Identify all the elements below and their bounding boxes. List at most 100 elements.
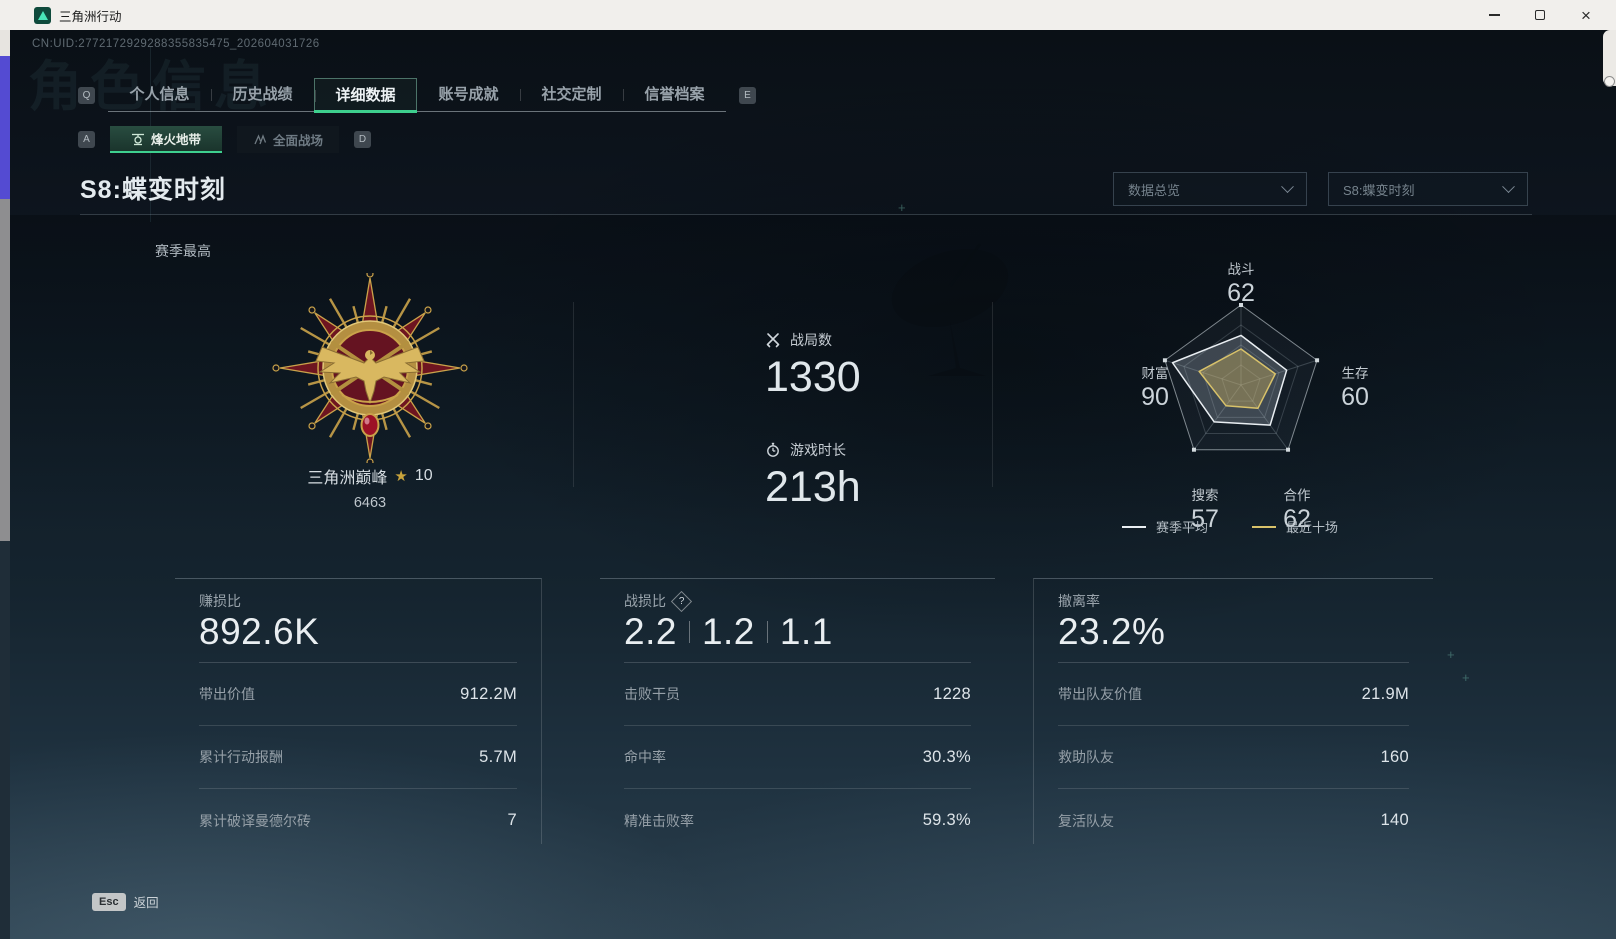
battles-label: 战局数: [790, 332, 832, 348]
table-row: 救助队友 160: [1058, 726, 1409, 789]
season-best-label: 赛季最高: [155, 243, 211, 259]
mode-tab-bar: A 烽火地带 全面战场 D: [78, 126, 371, 153]
legend-line-icon: [1252, 525, 1276, 528]
divider-line: [80, 214, 1532, 215]
help-icon[interactable]: ?: [670, 590, 693, 612]
background-window-edge: [0, 30, 10, 939]
divider-line: [1058, 662, 1409, 663]
hotkey-a-badge: A: [78, 131, 95, 148]
card-main-value: 892.6K: [199, 611, 320, 652]
hotkey-e-badge: E: [739, 86, 756, 104]
table-row: 命中率 30.3%: [624, 726, 971, 789]
table-row: 带出队友价值 21.9M: [1058, 663, 1409, 726]
plus-decoration: +: [1447, 647, 1455, 662]
data-overview-dropdown[interactable]: 数据总览: [1113, 172, 1307, 206]
playtime-value: 213h: [765, 463, 861, 511]
battlefield-icon: [254, 133, 267, 144]
radar-axis-combat: 战斗 62: [1227, 262, 1255, 307]
rank-star-icon: ★: [394, 468, 408, 485]
section-divider: [992, 302, 993, 487]
stopwatch-icon: [767, 442, 779, 457]
season-title: S8:蝶变时刻: [80, 176, 226, 204]
subtab-label: 全面战场: [272, 134, 323, 148]
table-row: 累计行动报酬 5.7M: [199, 726, 517, 789]
table-row: 精准击败率 59.3%: [624, 811, 971, 829]
player-uid: CN:UID:2772172929288355835475_2026040317…: [32, 38, 320, 50]
radar-axis-search: 搜索 57: [1191, 488, 1219, 533]
medal-name: 三角洲巅峰: [307, 470, 388, 487]
legend-season-average: 赛季平均: [1121, 517, 1208, 536]
maximize-icon: [1535, 10, 1545, 20]
background-window-button: [1604, 76, 1615, 87]
profit-loss-card: 赚损比 892.6K 带出价值 912.2M 累计行动报酬 5.7M 累计破译曼…: [175, 578, 542, 844]
card-title-row: 战损比 ?: [624, 590, 971, 612]
hotkey-q-badge: Q: [78, 86, 95, 104]
window-title: 三角洲行动: [59, 9, 122, 24]
window-controls: ×: [1480, 0, 1600, 30]
section-divider: [573, 302, 574, 487]
card-title: 战损比: [624, 593, 666, 609]
divider-line: [624, 662, 971, 663]
extraction-rate-card: 撤离率 23.2% 带出队友价值 21.9M 救助队友 160 复活队友 140: [1033, 578, 1433, 844]
playtime-stat: 游戏时长 213h: [765, 440, 861, 512]
os-titlebar: 三角洲行动 ×: [0, 0, 1616, 30]
hotkey-d-badge: D: [354, 131, 371, 148]
plus-decoration: +: [898, 200, 906, 215]
background-watermark: 角色信息: [28, 57, 276, 117]
medal-image: [272, 270, 468, 466]
radar-axis-survival: 生存 60: [1341, 366, 1369, 411]
crossed-swords-icon: [766, 333, 780, 348]
legend-recent-ten: 最近十场: [1252, 517, 1338, 536]
tab-reputation[interactable]: 信誉档案: [623, 78, 726, 111]
helicopter-icon: [131, 133, 144, 145]
card-main-value: 23.2%: [1058, 611, 1166, 652]
tab-detailed-stats[interactable]: 详细数据: [314, 78, 417, 113]
subtab-label: 烽火地带: [150, 133, 201, 147]
battles-label-row: 战局数: [765, 330, 861, 350]
medal-level: 10: [414, 467, 433, 484]
medal-score: 6463: [353, 495, 387, 511]
tab-match-history[interactable]: 历史战绩: [211, 78, 314, 111]
value-separator: [766, 621, 768, 643]
tab-social[interactable]: 社交定制: [520, 78, 623, 111]
radar-legend: 赛季平均 最近十场: [1050, 517, 1410, 536]
battles-value: 1330: [765, 353, 861, 401]
tab-personal-info[interactable]: 个人信息: [129, 86, 190, 103]
season-medal: 三角洲巅峰 ★ 10 6463: [262, 270, 478, 511]
delta-force-logo-icon: [34, 6, 51, 24]
plus-decoration: +: [1462, 670, 1470, 685]
playtime-label-row: 游戏时长: [765, 440, 861, 460]
esc-key-badge: Esc: [92, 892, 126, 911]
kd-ratio-card: 战损比 ? 2.2 1.2 1.1 击败干员 1228 命中率 30.3% 精准…: [600, 578, 995, 844]
season-select-dropdown[interactable]: S8:蝶变时刻: [1328, 172, 1528, 206]
value-separator: [688, 621, 690, 643]
minimize-icon: [1488, 14, 1500, 16]
back-label: 返回: [133, 896, 159, 910]
card-title: 赚损比: [199, 593, 241, 609]
radar-axis-cooperation: 合作 62: [1283, 488, 1311, 533]
playtime-label: 游戏时长: [790, 442, 846, 458]
table-row: 击败干员 1228: [624, 663, 971, 726]
close-button[interactable]: ×: [1581, 5, 1591, 25]
card-title: 撤离率: [1058, 593, 1100, 609]
subtab-fire-zone[interactable]: 烽火地带: [110, 126, 222, 153]
medal-name-row: 三角洲巅峰 ★ 10: [262, 464, 478, 488]
background-window-corner: [1603, 30, 1616, 87]
minimize-button[interactable]: [1480, 0, 1508, 30]
tab-achievements[interactable]: 账号成就: [438, 86, 499, 103]
subtab-full-battlefield[interactable]: 全面战场: [237, 126, 339, 153]
card-main-value: 2.2 1.2 1.1: [624, 611, 833, 652]
dropdown-value: S8:蝶变时刻: [1343, 182, 1415, 198]
table-row: 复活队友 140: [1058, 811, 1409, 829]
radar-svg: [1162, 303, 1320, 452]
satellite-dish-silhouette: [891, 243, 1009, 376]
table-row: 累计破译曼德尔砖 7: [199, 811, 517, 829]
chevron-down-icon: [1281, 179, 1294, 193]
game-stage: 角色信息 + + + CN:UID:2772172929288355835475…: [10, 30, 1616, 939]
dark-band: [10, 215, 1616, 530]
main-tabs: 个人信息 历史战绩 详细数据 账号成就 社交定制 信誉档案: [108, 78, 726, 113]
back-button[interactable]: Esc 返回: [92, 892, 159, 911]
maximize-button[interactable]: [1526, 0, 1554, 30]
battles-stat: 战局数 1330: [765, 330, 861, 402]
